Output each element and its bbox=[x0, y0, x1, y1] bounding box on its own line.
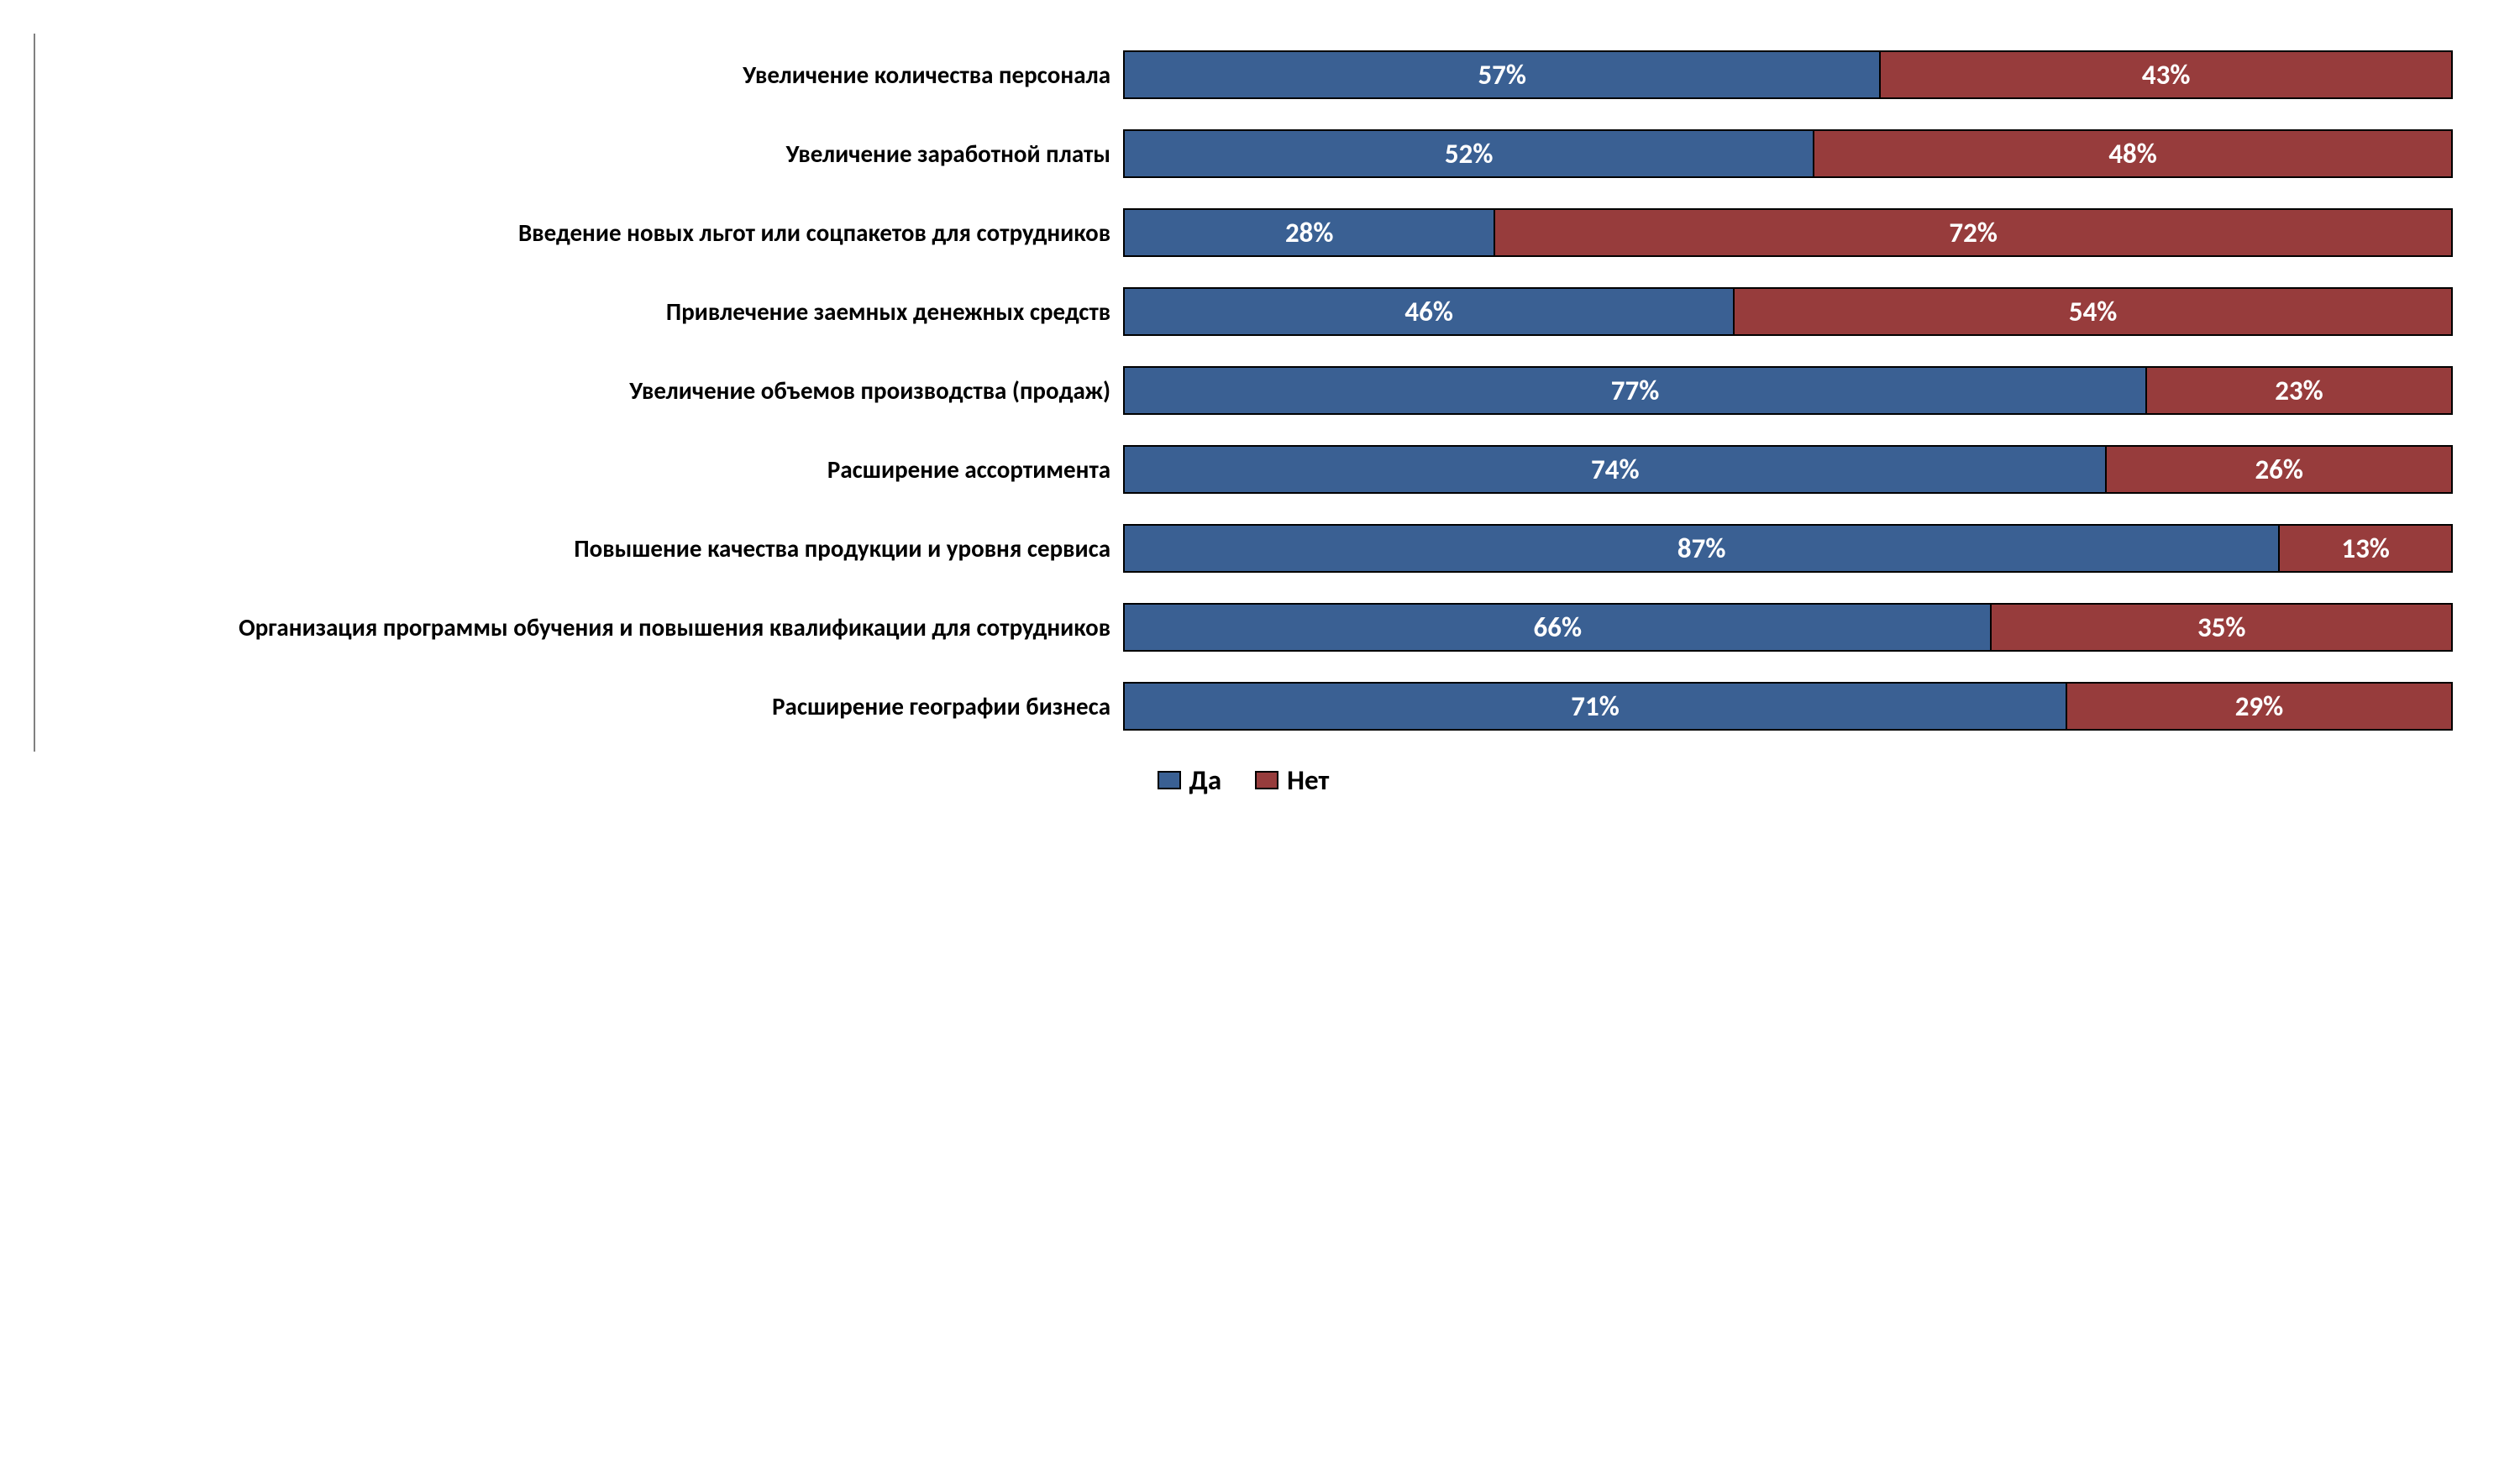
bar-segment-yes: 28% bbox=[1123, 208, 1495, 257]
category-label: Увеличение заработной платы bbox=[35, 139, 1123, 169]
category-label: Организация программы обучения и повышен… bbox=[35, 612, 1123, 642]
bar-track: 71%29% bbox=[1123, 682, 2453, 731]
legend-swatch bbox=[1158, 771, 1181, 789]
bar-segment-no: 26% bbox=[2107, 445, 2453, 494]
category-label: Расширение географии бизнеса bbox=[35, 691, 1123, 721]
bar-segment-yes: 71% bbox=[1123, 682, 2067, 731]
bar-segment-yes: 74% bbox=[1123, 445, 2107, 494]
bar-segment-no: 23% bbox=[2147, 366, 2453, 415]
plot-wrap: Увеличение количества персонала57%43%Уве… bbox=[34, 34, 2453, 752]
bar-row: Увеличение заработной платы52%48% bbox=[35, 129, 2453, 178]
legend-swatch bbox=[1255, 771, 1278, 789]
bar-track: 52%48% bbox=[1123, 129, 2453, 178]
category-label: Расширение ассортимента bbox=[35, 454, 1123, 485]
bar-segment-no: 35% bbox=[1992, 603, 2453, 652]
bar-segment-no: 13% bbox=[2280, 524, 2453, 573]
bar-row: Привлечение заемных денежных средств46%5… bbox=[35, 287, 2453, 336]
legend-label: Да bbox=[1189, 763, 1222, 797]
bar-segment-yes: 77% bbox=[1123, 366, 2147, 415]
bar-track: 87%13% bbox=[1123, 524, 2453, 573]
legend-item-no: Нет bbox=[1255, 763, 1329, 797]
bar-track: 66%35% bbox=[1123, 603, 2453, 652]
bar-row: Увеличение количества персонала57%43% bbox=[35, 50, 2453, 99]
category-label: Введение новых льгот или соцпакетов для … bbox=[35, 218, 1123, 248]
bar-segment-yes: 46% bbox=[1123, 287, 1735, 336]
legend-label: Нет bbox=[1287, 763, 1329, 797]
bar-track: 77%23% bbox=[1123, 366, 2453, 415]
category-label: Привлечение заемных денежных средств bbox=[35, 296, 1123, 327]
category-label: Повышение качества продукции и уровня се… bbox=[35, 533, 1123, 563]
bar-row: Расширение ассортимента74%26% bbox=[35, 445, 2453, 494]
bar-segment-no: 43% bbox=[1881, 50, 2453, 99]
bar-segment-no: 54% bbox=[1735, 287, 2453, 336]
bar-row: Повышение качества продукции и уровня се… bbox=[35, 524, 2453, 573]
bar-track: 57%43% bbox=[1123, 50, 2453, 99]
stacked-bar-chart: Увеличение количества персонала57%43%Уве… bbox=[34, 34, 2453, 797]
legend: Да Нет bbox=[34, 763, 2453, 797]
plot-area: Увеличение количества персонала57%43%Уве… bbox=[34, 34, 2453, 752]
bar-row: Увеличение объемов производства (продаж)… bbox=[35, 366, 2453, 415]
bar-segment-yes: 57% bbox=[1123, 50, 1881, 99]
bar-row: Расширение географии бизнеса71%29% bbox=[35, 682, 2453, 731]
category-label: Увеличение количества персонала bbox=[35, 60, 1123, 90]
bar-segment-yes: 87% bbox=[1123, 524, 2280, 573]
bar-segment-yes: 52% bbox=[1123, 129, 1814, 178]
bar-row: Организация программы обучения и повышен… bbox=[35, 603, 2453, 652]
category-label: Увеличение объемов производства (продаж) bbox=[35, 375, 1123, 406]
legend-item-yes: Да bbox=[1158, 763, 1222, 797]
bar-track: 46%54% bbox=[1123, 287, 2453, 336]
bar-track: 28%72% bbox=[1123, 208, 2453, 257]
bar-segment-no: 29% bbox=[2067, 682, 2453, 731]
bar-row: Введение новых льгот или соцпакетов для … bbox=[35, 208, 2453, 257]
bar-track: 74%26% bbox=[1123, 445, 2453, 494]
bar-segment-yes: 66% bbox=[1123, 603, 1992, 652]
bar-segment-no: 48% bbox=[1814, 129, 2453, 178]
bar-segment-no: 72% bbox=[1495, 208, 2453, 257]
